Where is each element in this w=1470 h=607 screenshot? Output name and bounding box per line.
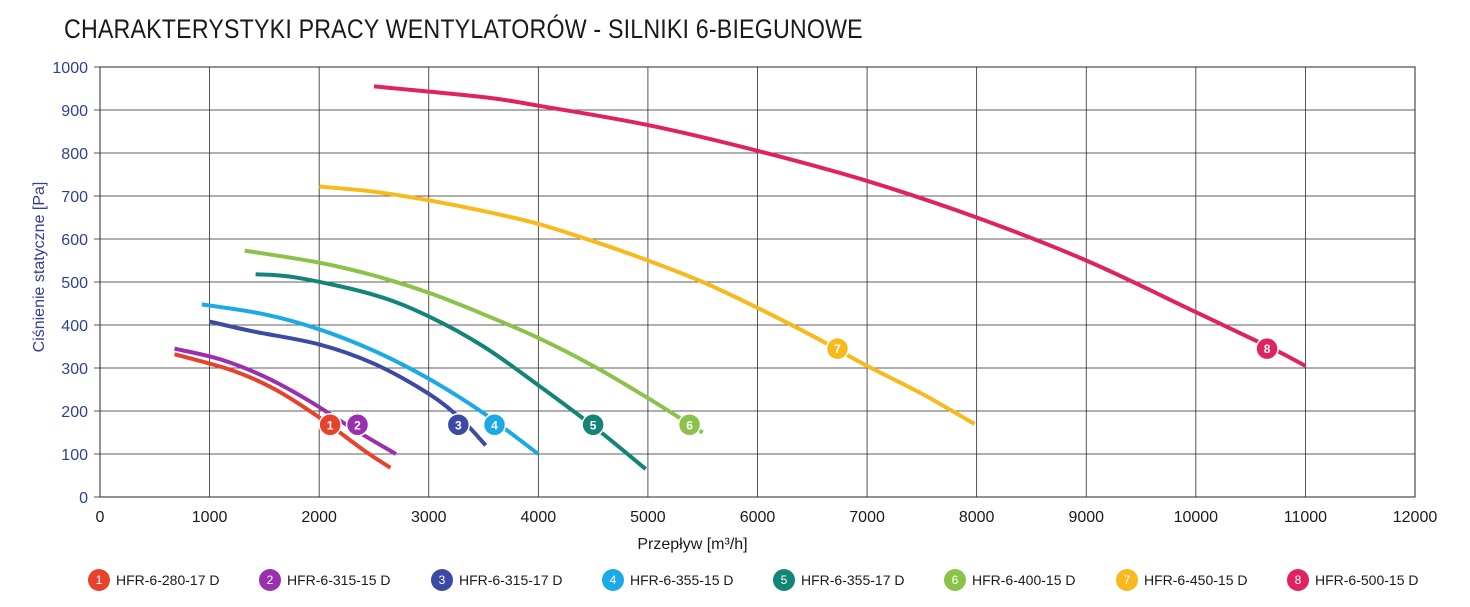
y-axis-label: Ciśnienie statyczne [Pa] [31,182,48,353]
x-axis-label: Przepływ [m³/h] [637,536,747,553]
y-tick-label: 200 [61,404,88,421]
legend-item-2: 2 HFR-6-315-15 D [259,568,390,592]
tick-labels: 0 1000 2000 3000 4000 5000 6000 7000 8000 9000 100… [52,60,1437,526]
series-badge-6: 6 [677,413,702,437]
y-tick-label: 100 [61,447,88,464]
series-badge-number: 5 [590,418,597,432]
series-badge-circle [318,413,342,437]
series-badge-7: 7 [825,336,850,361]
legend-label: HFR-6-450-15 D [1144,572,1248,588]
legend-item-1: 1 HFR-6-280-17 D [88,568,219,592]
legend-label: HFR-6-315-15 D [287,572,391,588]
series-badge-circle [482,413,507,437]
y-tick-label: 600 [61,232,88,249]
series-badge-number: 8 [1264,342,1271,356]
series-lines [173,84,1307,471]
x-tick-label: 3000 [411,509,447,526]
legend-item-7: 7 HFR-6-450-15 D [1116,568,1247,592]
y-tick-label: 300 [61,361,88,378]
x-tick-label: 5000 [630,509,666,526]
chart-title: CHARAKTERYSTYKI PRACY WENTYLATORÓW - SIL… [64,14,863,44]
legend-badge: 3 [431,569,453,591]
x-tick-label: 6000 [740,509,776,526]
series-line-6 [244,248,704,435]
y-tick-label: 0 [79,490,88,507]
series-badge-circle [1255,336,1279,361]
series-badge-circle [446,413,471,437]
legend-badge: 5 [773,569,795,591]
series-badge-5: 5 [581,413,605,437]
x-tick-label: 7000 [849,509,885,526]
legend-item-8: 8 HFR-6-500-15 D [1287,568,1418,592]
series-badge-2: 2 [345,413,370,437]
legend-label: HFR-6-315-17 D [459,572,563,588]
series-badge-4: 4 [482,413,507,437]
x-tick-label: 2000 [301,509,337,526]
series-badge-number: 4 [491,418,498,432]
series-badge-number: 7 [834,342,841,356]
legend-item-6: 6 HFR-6-400-15 D [944,568,1075,592]
legend-label: HFR-6-280-17 D [116,572,220,588]
series-badge-circle [345,413,370,437]
series-badge-circle [825,336,850,361]
legend-label: HFR-6-355-15 D [630,572,734,588]
legend-badge: 1 [88,569,110,591]
legend-label: HFR-6-500-15 D [1315,572,1419,588]
y-tick-label: 900 [61,103,88,120]
series-badge-circle [581,413,605,437]
series-line-4 [201,302,540,456]
legend: 1 HFR-6-280-17 D 2 HFR-6-315-15 D 3 HFR-6-315… [88,568,1458,592]
series-badge-number: 2 [354,418,361,432]
series-badge-number: 6 [686,418,693,432]
x-tick-label: 8000 [959,509,995,526]
series-badge-circle [677,413,702,437]
series-markers: 1 2 3 4 5 6 7 8 [318,336,1279,437]
series-badge-number: 1 [327,418,334,432]
series-badge-number: 3 [455,418,462,432]
legend-item-4: 4 HFR-6-355-15 D [602,568,733,592]
legend-badge: 6 [944,569,966,591]
y-tick-label: 1000 [52,60,88,77]
x-tick-label: 4000 [521,509,557,526]
x-tick-label: 9000 [1068,509,1104,526]
legend-badge: 7 [1116,569,1138,591]
x-tick-label: 12000 [1393,509,1438,526]
legend-badge: 2 [259,569,281,591]
legend-label: HFR-6-400-15 D [972,572,1076,588]
series-badge-3: 3 [446,413,471,437]
series-line-8 [373,84,1307,368]
x-tick-label: 0 [96,509,105,526]
x-tick-label: 10000 [1174,509,1219,526]
legend-item-3: 3 HFR-6-315-17 D [431,568,562,592]
x-tick-label: 11000 [1284,509,1327,526]
series-line-7 [319,184,976,426]
legend-label: HFR-6-355-17 D [801,572,905,588]
legend-badge: 8 [1287,569,1309,591]
legend-badge: 4 [602,569,624,591]
legend-item-5: 5 HFR-6-355-17 D [773,568,904,592]
y-tick-label: 700 [61,189,88,206]
x-tick-label: 1000 [192,509,228,526]
y-tick-label: 500 [61,275,88,292]
y-tick-label: 400 [61,318,88,335]
series-line-1 [173,352,392,470]
y-tick-label: 800 [61,146,88,163]
series-badge-8: 8 [1255,336,1279,361]
series-badge-1: 1 [318,413,342,437]
